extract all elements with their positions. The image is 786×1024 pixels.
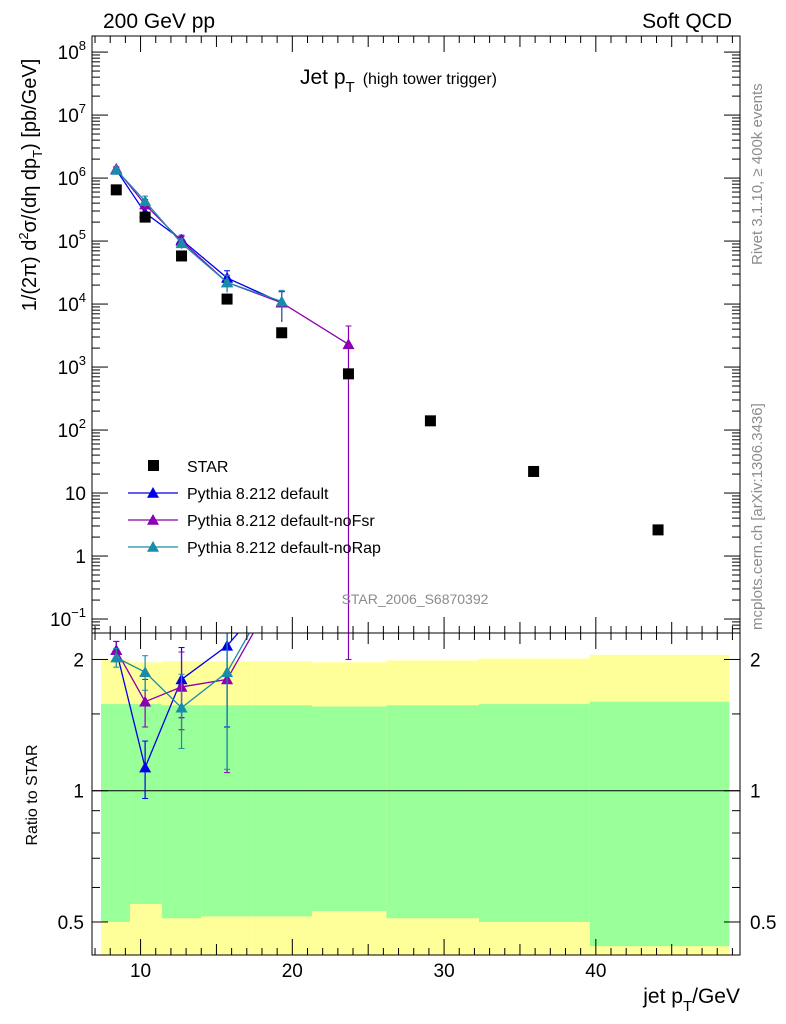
header-left: 200 GeV pp <box>103 10 215 33</box>
stat-uncertainty-band <box>589 701 730 947</box>
x-tick-label: 10 <box>130 961 151 982</box>
series-marker <box>175 237 188 249</box>
stat-uncertainty-band <box>101 704 130 922</box>
ratio-series-marker <box>175 701 188 713</box>
star-data-points <box>110 184 664 536</box>
star-data-point <box>652 524 664 536</box>
x-tick-labels: 10 20 30 40 <box>130 961 606 982</box>
legend-marker <box>147 487 159 498</box>
ratio-series-marker <box>221 666 234 677</box>
chart-title-main: Jet p <box>300 66 346 89</box>
ratio-series-marker <box>276 577 288 588</box>
star-data-point <box>176 250 188 262</box>
stat-uncertainty-band <box>129 704 162 904</box>
star-data-point <box>528 465 540 477</box>
ratio-tick-label-right: 1 <box>750 782 761 803</box>
ratio-axis-ticks: 0.5 0.5 1 1 2 2 <box>58 633 776 955</box>
x-tick-label: 40 <box>585 961 606 982</box>
y-tick-label: 104 <box>58 290 86 316</box>
y-tick-label: 108 <box>58 38 86 64</box>
series-line <box>115 169 282 303</box>
legend-marker-star <box>148 460 159 471</box>
ratio-series-marker <box>276 577 288 588</box>
y-tick-label: 102 <box>58 416 86 442</box>
ratio-plot-frame <box>91 632 741 956</box>
ratio-uncertainty-bands <box>101 654 730 955</box>
y-tick-label: 10−1 <box>50 605 86 631</box>
ratio-series-lines <box>110 570 352 799</box>
ratio-series-marker <box>139 666 152 677</box>
star-data-point <box>139 211 151 223</box>
x-axis-label: jet pT/GeV <box>642 985 740 1015</box>
ratio-series-line <box>115 633 255 703</box>
star-data-point <box>276 327 288 339</box>
main-axis-ticks: 10−1 1 10 102 103 104 105 106 107 108 <box>50 36 740 633</box>
series-marker <box>221 276 234 288</box>
x-axis-label-sub: T <box>683 998 692 1015</box>
chart-title: Jet pT (high tower trigger) <box>300 66 497 96</box>
series-marker <box>342 338 355 350</box>
y-tick-label: 105 <box>58 227 86 253</box>
ratio-tick-label-right: 0.5 <box>750 913 776 934</box>
mcplots-label: mcplots.cern.ch [arXiv:1306.3436] <box>749 403 766 630</box>
ratio-series-marker <box>139 695 152 707</box>
series-marker <box>275 295 288 307</box>
ratio-tick-label-right: 2 <box>750 650 761 671</box>
ratio-tick-label-left: 1 <box>73 782 84 803</box>
legend-label: STAR <box>187 459 228 476</box>
rivet-label: Rivet 3.1.10, ≥ 400k events <box>749 83 766 265</box>
ratio-plot-panel: 0.5 0.5 1 1 2 2 <box>58 570 776 956</box>
stat-uncertainty-band <box>312 706 387 911</box>
legend-marker <box>147 514 159 525</box>
legend-label: Pythia 8.212 default-noFsr <box>187 513 375 530</box>
legend: STAR Pythia 8.212 default Pythia 8.212 def… <box>128 459 381 557</box>
y-tick-label: 10 <box>65 484 86 505</box>
ratio-tick-label-left: 0.5 <box>58 913 84 934</box>
y-tick-label: 1 <box>75 547 86 568</box>
ratio-series-marker <box>276 570 288 581</box>
star-data-point <box>342 368 354 380</box>
stat-uncertainty-band <box>251 705 313 917</box>
y-tick-label: 103 <box>58 353 86 379</box>
x-axis-label-main: jet p <box>642 985 683 1008</box>
mc-series-lines <box>110 162 355 633</box>
star-data-point <box>221 293 233 305</box>
stat-uncertainty-band <box>478 704 590 922</box>
star-data-point <box>424 415 436 427</box>
series-marker <box>139 195 152 206</box>
ratio-tick-label-left: 2 <box>73 650 84 671</box>
series-marker <box>110 163 123 175</box>
star-data-point <box>110 184 122 196</box>
analysis-label: STAR_2006_S6870392 <box>342 591 489 607</box>
stat-uncertainty-band <box>201 705 252 917</box>
y-tick-label: 106 <box>58 164 86 190</box>
x-axis-label-rest: /GeV <box>692 985 740 1008</box>
ratio-series-marker <box>139 761 152 773</box>
series-line <box>115 169 282 304</box>
y-axis-label: 1/(2π) d2σ/(dη dpT) [pb/GeV] <box>16 59 45 312</box>
y-tick-label: 107 <box>58 101 86 127</box>
header-right: Soft QCD <box>642 10 732 33</box>
chart-title-note: (high tower trigger) <box>363 71 497 88</box>
x-tick-label: 30 <box>434 961 455 982</box>
stat-uncertainty-band <box>386 705 479 919</box>
legend-label: Pythia 8.212 default <box>187 486 329 503</box>
x-tick-label: 20 <box>282 961 303 982</box>
legend-marker <box>147 541 159 552</box>
series-line <box>115 168 349 345</box>
chart-title-sub: T <box>346 79 355 96</box>
main-plot-panel: 10−1 1 10 102 103 104 105 106 107 108 Jet pT (high… <box>50 35 741 634</box>
legend-label: Pythia 8.212 default-noRap <box>187 540 381 557</box>
ratio-y-axis-label: Ratio to STAR <box>24 744 41 845</box>
ratio-series-marker <box>110 651 123 663</box>
